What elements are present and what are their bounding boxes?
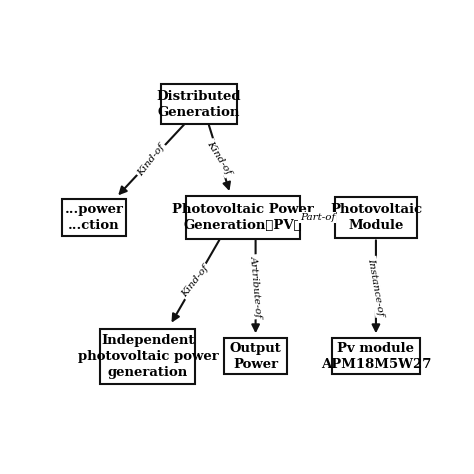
Text: ...power
...ction: ...power ...ction — [64, 203, 124, 232]
Text: Kind-of: Kind-of — [136, 142, 166, 178]
FancyBboxPatch shape — [335, 197, 417, 237]
FancyBboxPatch shape — [161, 84, 237, 124]
Text: Photovoltaic Power
Generation（PV）: Photovoltaic Power Generation（PV） — [172, 203, 314, 232]
FancyBboxPatch shape — [100, 329, 195, 383]
Text: Output
Power: Output Power — [230, 342, 282, 371]
FancyBboxPatch shape — [332, 338, 420, 374]
Text: Distributed
Generation: Distributed Generation — [156, 90, 241, 119]
Text: Kind-of: Kind-of — [205, 140, 233, 177]
FancyBboxPatch shape — [186, 196, 300, 239]
Text: Pv module
APM18M5W27: Pv module APM18M5W27 — [321, 342, 431, 371]
FancyBboxPatch shape — [63, 199, 126, 236]
FancyBboxPatch shape — [224, 338, 287, 374]
Text: Kind-of: Kind-of — [180, 264, 210, 299]
Text: Instance-of: Instance-of — [366, 257, 385, 317]
Text: Photovoltaic
Module: Photovoltaic Module — [330, 203, 422, 232]
Text: Part-of: Part-of — [300, 213, 335, 222]
Text: Artribute-of: Artribute-of — [248, 255, 263, 318]
Text: Independent
photovoltaic power
generation: Independent photovoltaic power generatio… — [78, 334, 219, 379]
